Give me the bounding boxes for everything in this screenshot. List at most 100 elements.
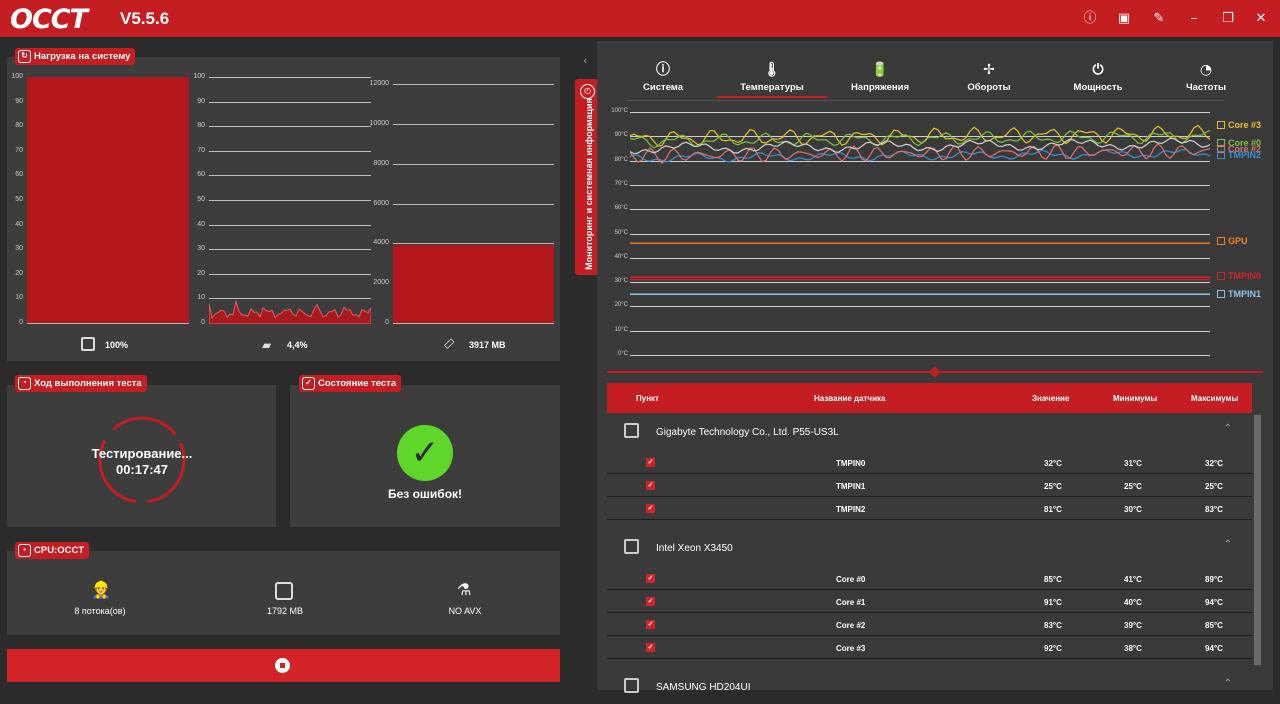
y-tick-label: 50°C (614, 229, 628, 236)
legend-item[interactable]: TMPIN2 (1217, 150, 1261, 160)
tick-label: 10 (15, 294, 23, 302)
legend-label: Core #0 (1228, 138, 1262, 148)
restore-icon[interactable]: ❐ (1222, 11, 1234, 26)
grid-line (209, 175, 371, 177)
sensor-min: 38°C (1124, 644, 1142, 653)
wrench-icon[interactable]: ✎ (1153, 11, 1165, 26)
tick-label: 10000 (369, 119, 389, 127)
cpu-load-label: 100% (105, 340, 129, 350)
tab-power[interactable]: ⏻ Мощность (1058, 62, 1138, 93)
table-scrollbar[interactable] (1252, 413, 1263, 688)
grid-line (393, 323, 554, 324)
camera-icon[interactable]: ▣ (1117, 11, 1131, 26)
sensor-max: 85°C (1205, 621, 1223, 630)
tab-frequencies[interactable]: ◔ Частоты (1166, 62, 1246, 93)
clipboard-check-icon: ✓ (302, 377, 315, 390)
grid-line (630, 257, 1210, 259)
tick-label: 50 (15, 196, 23, 203)
collapse-chevron-icon[interactable]: ‹ (583, 54, 588, 67)
no-errors-label: Без ошибок! (387, 487, 463, 501)
hdd-icon (624, 678, 639, 693)
tick-label: 40 (15, 220, 23, 228)
cpu-panel-title: ▪ CPU:OCCT (15, 542, 90, 559)
group-name: Gigabyte Technology Co., Ltd. P55-US3L (656, 427, 839, 438)
table-row[interactable]: ✓ TMPIN0 32°C 31°C 32°C (607, 451, 1252, 474)
reload-icon: ↻ (18, 50, 31, 63)
grid-line (209, 273, 371, 275)
sensor-name: Core #1 (836, 598, 866, 607)
y-tick-label: 30°C (614, 278, 628, 285)
sensor-group[interactable]: SAMSUNG HD204UI ⌃ (607, 668, 1252, 704)
group-name: Intel Xeon X3450 (656, 543, 733, 554)
monitoring-side-tab[interactable]: ◴ Мониторинг и системная информация (575, 79, 601, 275)
legend-label: GPU (1228, 236, 1248, 246)
table-row[interactable]: ✓ TMPIN1 25°C 25°C 25°C (607, 474, 1252, 497)
col-item: Пункт (636, 394, 659, 403)
row-checkbox[interactable]: ✓ (646, 620, 655, 629)
grid-line (630, 112, 1210, 113)
ram-load-bar (393, 244, 554, 323)
fan-icon: ✢ (983, 62, 995, 78)
sensor-group[interactable]: Gigabyte Technology Co., Ltd. P55-US3L ⌃ (607, 413, 1252, 449)
row-checkbox[interactable]: ✓ (646, 481, 655, 490)
stop-test-button[interactable] (7, 649, 560, 682)
tick-label: 20 (15, 269, 23, 277)
y-tick-label: 90°C (614, 132, 628, 139)
tick-label: 10 (197, 294, 205, 302)
legend-item[interactable]: Core #0 (1217, 138, 1261, 148)
table-row[interactable]: ✓ Core #0 85°C 41°C 89°C (607, 567, 1252, 590)
y-tick-label: 40°C (614, 253, 628, 260)
grid-line (393, 84, 554, 85)
info-icon[interactable]: ⓘ (1083, 11, 1097, 26)
sensor-max: 83°C (1205, 505, 1223, 514)
temp-series-line (630, 148, 1210, 163)
plug-icon: ⏻ (1092, 62, 1104, 78)
legend-item[interactable]: Core #3 (1217, 120, 1261, 130)
table-row[interactable]: ✓ TMPIN2 81°C 30°C 83°C (607, 497, 1252, 520)
info-circle-icon: ⓘ (656, 62, 670, 78)
tick-label: 12000 (369, 80, 389, 87)
memory-label: 1792 MB (266, 606, 304, 616)
legend-item[interactable]: TMPIN0 (1217, 271, 1261, 281)
legend-item[interactable]: Core #2 (1217, 144, 1261, 154)
row-checkbox[interactable]: ✓ (646, 574, 655, 583)
sensor-value: 32°C (1044, 459, 1062, 468)
minimize-icon[interactable]: – (1190, 11, 1198, 26)
cpu-test-panel (7, 551, 560, 635)
row-checkbox[interactable]: ✓ (646, 643, 655, 652)
row-checkbox[interactable]: ✓ (646, 504, 655, 513)
col-sensor: Название датчика (814, 394, 886, 403)
tab-temperatures[interactable]: 🌡 Температуры (732, 62, 812, 93)
y-tick-label: 70°C (614, 180, 628, 187)
chevron-up-icon[interactable]: ⌃ (1223, 539, 1232, 550)
tabs-divider (627, 100, 1224, 101)
tick-label: 80 (197, 122, 205, 130)
sensor-min: 40°C (1124, 598, 1142, 607)
row-checkbox[interactable]: ✓ (646, 597, 655, 606)
legend-item[interactable]: GPU (1217, 236, 1248, 246)
table-row[interactable]: ✓ Core #2 83°C 39°C 85°C (607, 613, 1252, 636)
chevron-up-icon[interactable]: ⌃ (1223, 423, 1232, 434)
row-checkbox[interactable]: ✓ (646, 458, 655, 467)
table-row[interactable]: ✓ Core #3 92°C 38°C 94°C (607, 636, 1252, 659)
progress-panel-title: ◔ Ход выполнения теста (15, 375, 147, 392)
legend-item[interactable]: TMPIN1 (1217, 289, 1261, 299)
sensor-min: 30°C (1124, 505, 1142, 514)
active-tab-indicator (717, 96, 827, 98)
scrollbar-thumb[interactable] (1254, 415, 1261, 665)
tab-voltages[interactable]: 🔋 Напряжения (840, 62, 920, 93)
sensor-value: 91°C (1044, 598, 1062, 607)
state-panel-title: ✓ Состояние теста (299, 375, 402, 392)
sensor-group[interactable]: Intel Xeon X3450 ⌃ (607, 529, 1252, 565)
sensor-value: 83°C (1044, 621, 1062, 630)
grid-line (209, 249, 371, 251)
y-tick-label: 60°C (614, 205, 628, 212)
tab-fans[interactable]: ✢ Обороты (949, 62, 1029, 93)
close-icon[interactable]: ✕ (1255, 11, 1267, 26)
chevron-up-icon[interactable]: ⌃ (1223, 678, 1232, 689)
grid-line (393, 203, 554, 205)
table-row[interactable]: ✓ Core #1 91°C 40°C 94°C (607, 590, 1252, 613)
load-panel-title: ↻ Нагрузка на систему (15, 48, 136, 65)
legend-swatch (1217, 145, 1225, 153)
tab-system[interactable]: ⓘ Система (623, 62, 703, 93)
